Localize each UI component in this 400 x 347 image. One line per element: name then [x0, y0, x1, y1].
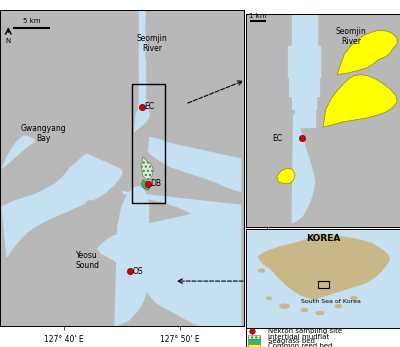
Text: Gwangyang
Bay: Gwangyang Bay — [21, 124, 67, 143]
Polygon shape — [142, 157, 153, 180]
Polygon shape — [134, 107, 149, 131]
Polygon shape — [288, 46, 320, 77]
Polygon shape — [292, 14, 318, 50]
Polygon shape — [140, 99, 146, 107]
Polygon shape — [2, 154, 122, 257]
Bar — [248, 344, 260, 347]
Polygon shape — [323, 75, 397, 127]
Polygon shape — [86, 201, 93, 207]
Text: 1 km: 1 km — [249, 14, 267, 19]
Ellipse shape — [267, 297, 272, 299]
Ellipse shape — [258, 269, 264, 272]
Text: OS: OS — [132, 267, 143, 276]
Polygon shape — [115, 187, 148, 326]
Ellipse shape — [316, 312, 324, 315]
Polygon shape — [148, 137, 240, 192]
Bar — [248, 335, 260, 339]
Polygon shape — [140, 10, 145, 107]
Polygon shape — [258, 234, 389, 299]
Ellipse shape — [280, 304, 289, 308]
Polygon shape — [337, 30, 397, 75]
Polygon shape — [292, 114, 315, 223]
Polygon shape — [290, 73, 319, 96]
Text: Common reed bed: Common reed bed — [268, 343, 332, 347]
Text: KOREA: KOREA — [306, 234, 340, 243]
Ellipse shape — [302, 308, 308, 312]
Polygon shape — [139, 60, 145, 101]
Text: 5 km: 5 km — [23, 18, 40, 24]
Polygon shape — [298, 14, 312, 118]
Ellipse shape — [351, 297, 357, 300]
Polygon shape — [98, 207, 240, 326]
Text: Seagrass bed: Seagrass bed — [268, 338, 314, 344]
Text: N: N — [6, 38, 11, 44]
Bar — [132, 84, 165, 203]
Text: Nekton sampling site: Nekton sampling site — [268, 328, 342, 335]
Polygon shape — [138, 105, 148, 115]
Text: EC: EC — [273, 134, 283, 143]
Text: Seomjin
River: Seomjin River — [137, 34, 167, 53]
Polygon shape — [140, 10, 144, 64]
Text: Seomjin
River: Seomjin River — [336, 27, 366, 46]
Polygon shape — [295, 109, 315, 127]
Text: Intertidal mudflat: Intertidal mudflat — [268, 333, 329, 339]
Text: DB: DB — [150, 179, 161, 188]
Text: EC: EC — [144, 102, 154, 111]
Polygon shape — [2, 136, 35, 168]
Polygon shape — [122, 192, 240, 230]
Polygon shape — [292, 91, 316, 109]
Text: South Sea of Korea: South Sea of Korea — [301, 299, 361, 304]
Ellipse shape — [335, 305, 342, 308]
Polygon shape — [142, 180, 150, 190]
Bar — [248, 339, 260, 344]
Text: Yeosu
Sound: Yeosu Sound — [75, 251, 99, 270]
Bar — [318, 281, 329, 288]
Polygon shape — [22, 181, 30, 187]
Polygon shape — [277, 168, 295, 184]
Polygon shape — [2, 142, 9, 151]
